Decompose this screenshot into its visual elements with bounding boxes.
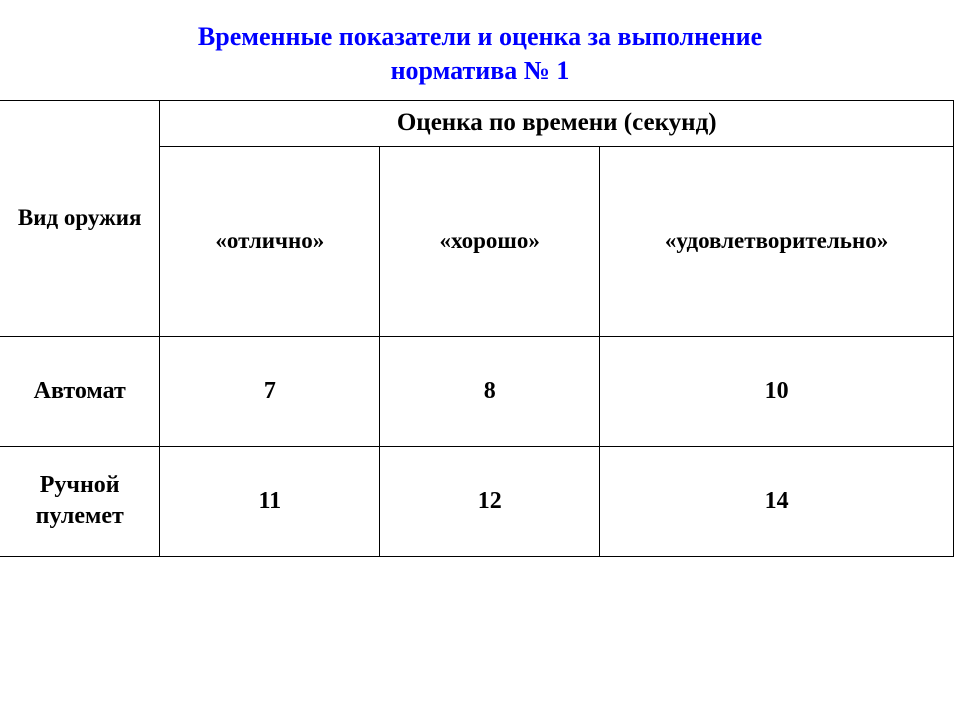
good-label: «хорошо»	[440, 228, 540, 253]
cell-excellent: 7	[160, 336, 380, 446]
cell-excellent: 11	[160, 446, 380, 556]
weapon-header-text: Вид оружия	[18, 205, 142, 230]
cell-weapon: Ручной пулемет	[0, 446, 160, 556]
weapon-text: Ручной пулемет	[36, 472, 124, 529]
col-header-good: «хорошо»	[380, 146, 600, 336]
page-title: Временные показатели и оценка за выполне…	[0, 20, 960, 88]
value-text: 11	[258, 488, 281, 514]
table-row: Автомат 7 8 10	[0, 336, 954, 446]
weapon-text: Автомат	[34, 378, 126, 404]
cell-good: 8	[380, 336, 600, 446]
value-text: 10	[765, 378, 789, 404]
satisfactory-label: «удовлетворительно»	[665, 228, 888, 253]
excellent-label: «отлично»	[215, 228, 324, 253]
time-group-text: Оценка по времени (секунд)	[397, 109, 717, 136]
value-text: 7	[264, 378, 276, 404]
cell-satisfactory: 14	[600, 446, 954, 556]
standards-table: Вид оружия Оценка по времени (секунд) «о…	[0, 100, 954, 557]
col-header-excellent: «отлично»	[160, 146, 380, 336]
cell-weapon: Автомат	[0, 336, 160, 446]
value-text: 12	[478, 488, 502, 514]
title-line-1: Временные показатели и оценка за выполне…	[198, 22, 762, 51]
col-header-time-group: Оценка по времени (секунд)	[160, 100, 954, 146]
cell-satisfactory: 10	[600, 336, 954, 446]
col-header-satisfactory: «удовлетворительно»	[600, 146, 954, 336]
value-text: 14	[765, 488, 789, 514]
title-line-2: норматива № 1	[391, 56, 570, 85]
table-row: Ручной пулемет 11 12 14	[0, 446, 954, 556]
col-header-weapon: Вид оружия	[0, 100, 160, 336]
value-text: 8	[484, 378, 496, 404]
cell-good: 12	[380, 446, 600, 556]
